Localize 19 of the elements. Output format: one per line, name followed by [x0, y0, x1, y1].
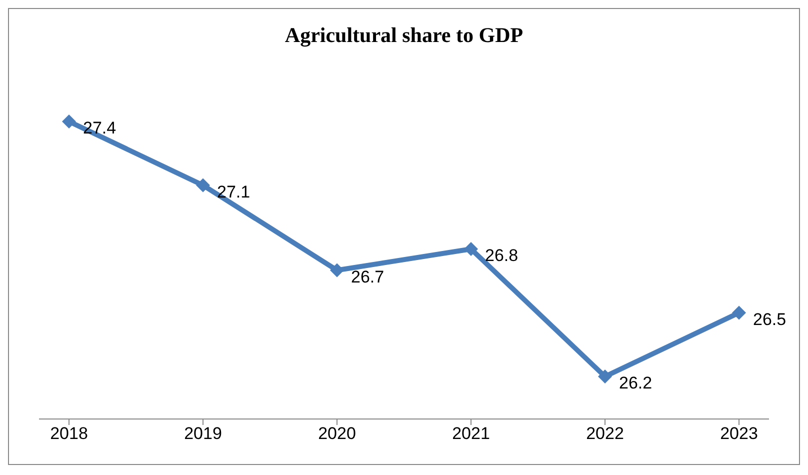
point: [62, 114, 76, 128]
point: [330, 263, 344, 278]
x-tick-label: 2022: [586, 424, 624, 444]
data-label: 26.7: [351, 267, 384, 286]
data-label: 26.2: [619, 374, 652, 392]
x-tick-label: 2021: [452, 424, 490, 444]
chart-title: Agricultural share to GDP: [284, 23, 524, 48]
data-label: 26.8: [485, 246, 518, 265]
point: [598, 370, 612, 384]
point: [464, 242, 478, 256]
x-tick-label: 2019: [184, 424, 222, 444]
x-tick-label: 2018: [50, 424, 88, 444]
x-tick-label: 2023: [720, 424, 758, 444]
x-tick-label: 2020: [318, 424, 356, 444]
data-label: 27.1: [217, 182, 250, 202]
data-label: 27.4: [83, 118, 116, 138]
data-label: 26.5: [753, 310, 786, 329]
point: [196, 178, 210, 192]
point: [732, 306, 746, 320]
